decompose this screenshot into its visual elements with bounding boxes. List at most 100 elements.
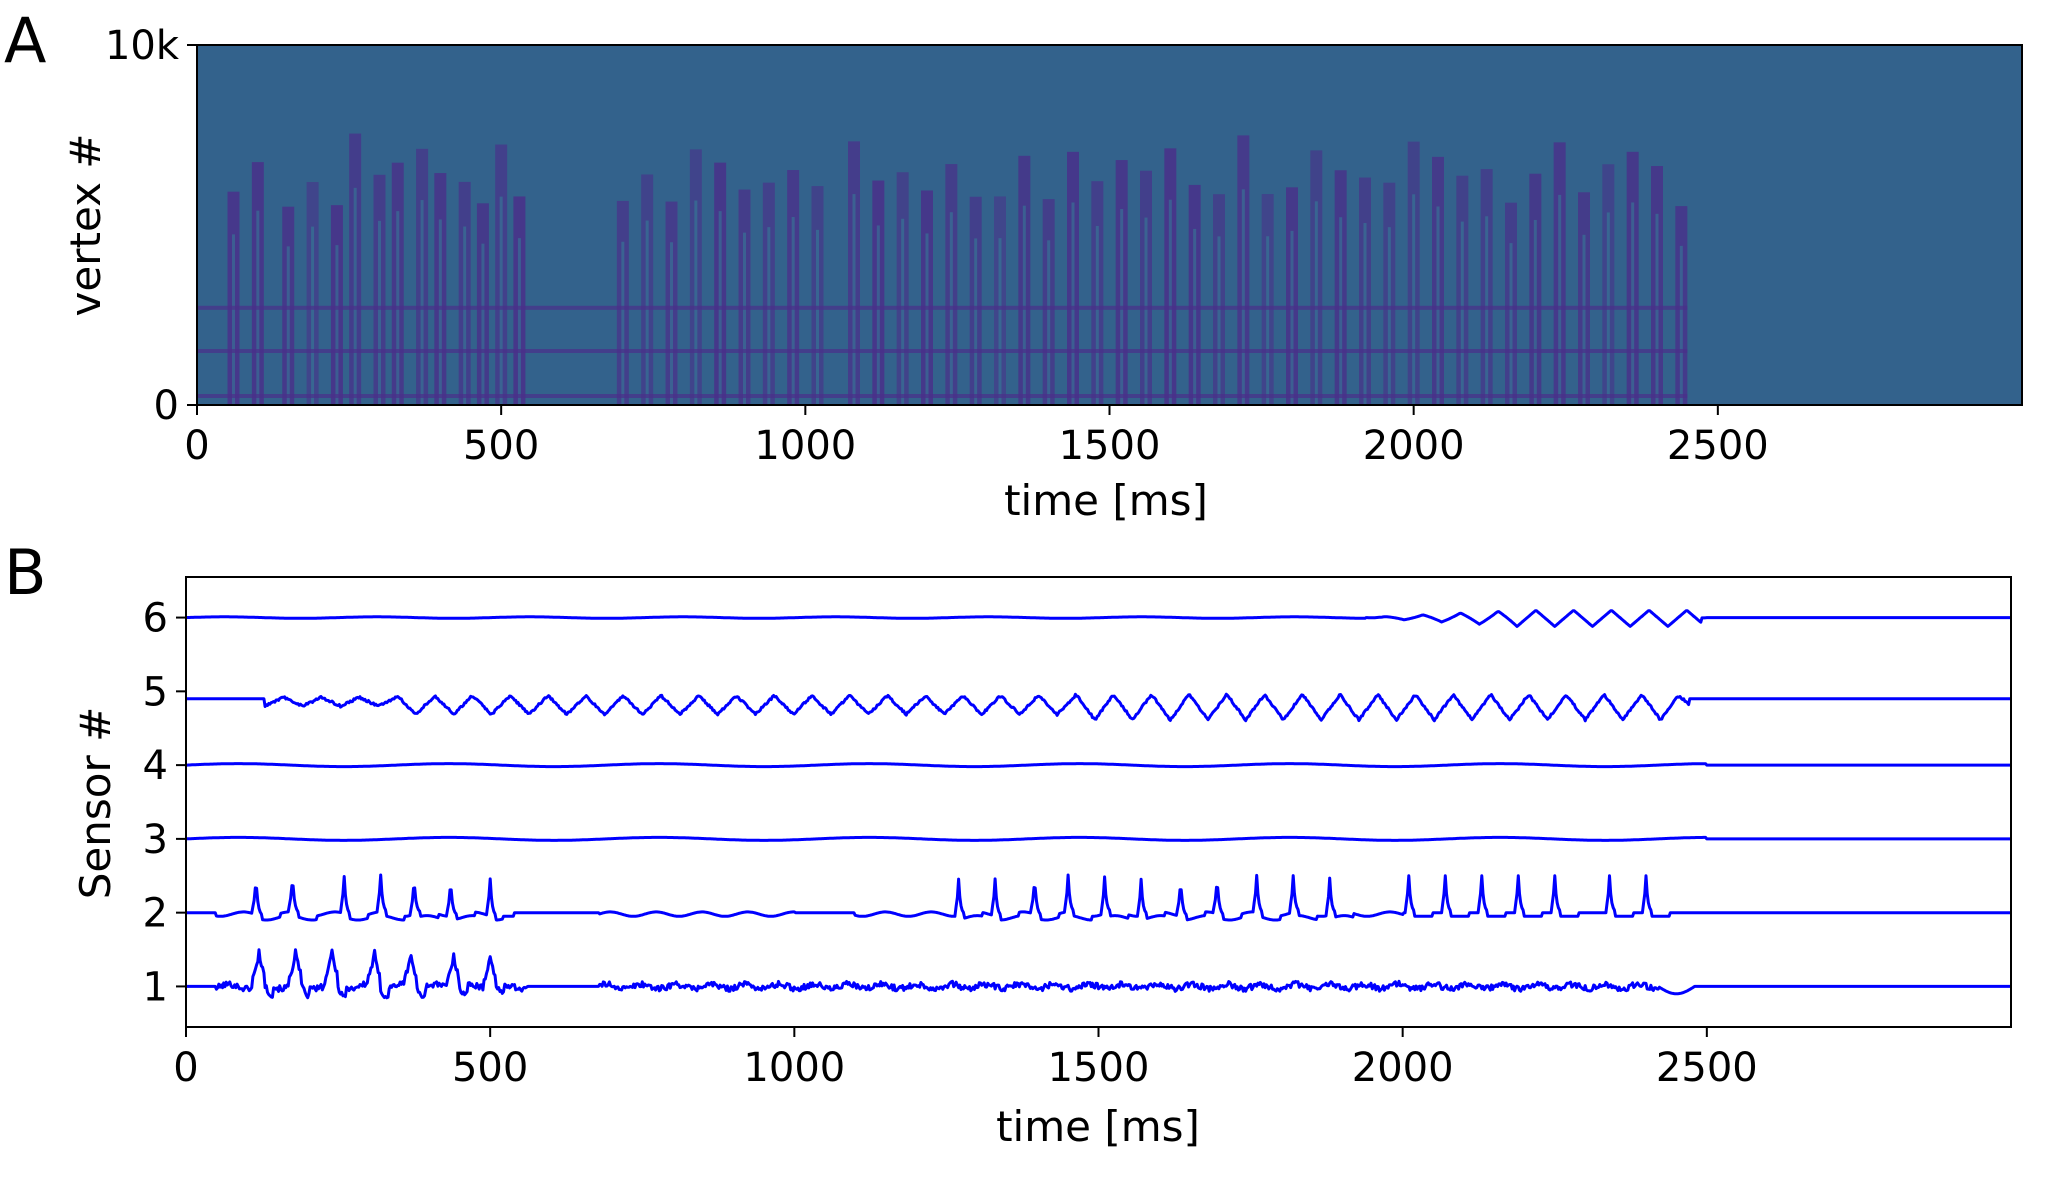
heatmap-burst xyxy=(1140,170,1152,405)
panel-b-sensors: 0 500 1000 1500 2000 2500 1 2 3 4 5 6 time [ms] Se… xyxy=(71,576,2012,1151)
heatmap-burst-highlight xyxy=(998,238,1002,405)
heatmap-x-tick-label: 2000 xyxy=(1363,423,1465,469)
heatmap-burst-highlight xyxy=(1290,230,1294,405)
heatmap-burst-highlight xyxy=(335,245,339,405)
heatmap-burst-highlight xyxy=(499,196,503,405)
heatmap-burst xyxy=(1359,177,1371,405)
heatmap-burst xyxy=(330,205,343,405)
heatmap-burst-highlight xyxy=(694,200,698,405)
heatmap-burst-highlight xyxy=(1047,240,1051,405)
sensor-frame xyxy=(185,576,2012,1028)
sensor-y-tick-label: 3 xyxy=(143,817,168,863)
sensor-trace-4 xyxy=(186,762,2011,769)
heatmap-burst-highlight xyxy=(286,246,290,405)
heatmap-x-tick-label: 1000 xyxy=(754,423,856,469)
heatmap-burst-highlight xyxy=(974,238,978,405)
heatmap-burst-highlight xyxy=(1631,202,1635,405)
heatmap-burst xyxy=(1310,150,1323,405)
sensor-trace-5 xyxy=(186,692,2011,723)
heatmap-burst xyxy=(349,133,362,405)
heatmap-burst xyxy=(495,144,508,405)
heatmap-burst xyxy=(689,149,702,405)
heatmap-burst-highlight xyxy=(1144,217,1148,405)
heatmap-burst xyxy=(1505,202,1517,405)
heatmap-burst-highlight xyxy=(517,238,521,405)
heatmap-burst xyxy=(1042,199,1055,405)
heatmap-activity xyxy=(197,133,1688,405)
sensor-trace-3 xyxy=(186,835,2011,842)
heatmap-burst-highlight xyxy=(925,233,929,405)
heatmap-burst xyxy=(1115,160,1128,405)
panel-letter-a: A xyxy=(4,4,46,77)
heatmap-y-ticks: 0 10k xyxy=(105,23,197,429)
heatmap-burst-highlight xyxy=(1679,245,1683,405)
sensor-traces xyxy=(186,609,2011,1000)
heatmap-burst-highlight xyxy=(791,217,795,405)
heatmap-band xyxy=(197,305,1688,310)
sensor-x-tick-label: 2500 xyxy=(1656,1045,1758,1091)
heatmap-burst-highlight xyxy=(1241,189,1245,405)
heatmap-burst-highlight xyxy=(1509,243,1513,405)
heatmap-burst-highlight xyxy=(1266,236,1270,405)
sensor-y-tick-label: 4 xyxy=(143,743,168,789)
heatmap-x-ticks: 0 500 1000 1500 2000 2500 xyxy=(184,405,1769,469)
heatmap-burst xyxy=(1553,142,1566,405)
heatmap-burst xyxy=(945,164,958,405)
heatmap-burst-highlight xyxy=(1022,205,1026,405)
heatmap-burst xyxy=(373,174,386,405)
heatmap-burst xyxy=(1651,166,1663,405)
heatmap-burst-highlight xyxy=(1460,221,1464,405)
heatmap-burst-highlight xyxy=(1339,217,1343,405)
heatmap-burst xyxy=(1602,164,1615,405)
heatmap-burst-highlight xyxy=(1363,223,1367,405)
heatmap-burst xyxy=(1480,169,1493,405)
heatmap-burst-highlight xyxy=(816,229,819,405)
heatmap-burst-highlight xyxy=(852,194,856,405)
heatmap-burst xyxy=(616,200,629,405)
heatmap-x-label: time [ms] xyxy=(1004,476,1208,525)
heatmap-burst-highlight xyxy=(378,220,381,405)
heatmap-burst-highlight xyxy=(463,226,467,405)
heatmap-y-tick-label: 0 xyxy=(154,383,179,429)
heatmap-burst-highlight xyxy=(1558,194,1562,405)
heatmap-y-label: vertex # xyxy=(61,134,110,317)
heatmap-x-tick-label: 2500 xyxy=(1667,423,1769,469)
heatmap-burst xyxy=(1334,170,1347,405)
heatmap-burst xyxy=(1626,151,1639,405)
sensor-y-tick-label: 2 xyxy=(143,891,168,937)
heatmap-burst-highlight xyxy=(621,241,625,405)
heatmap-burst-highlight xyxy=(420,200,424,405)
sensor-x-tick-label: 2000 xyxy=(1352,1045,1454,1091)
heatmap-burst xyxy=(1675,206,1688,405)
heatmap-burst-highlight xyxy=(1412,194,1416,405)
heatmap-burst-highlight xyxy=(353,187,357,405)
sensor-y-ticks: 1 2 3 4 5 6 xyxy=(143,596,186,1010)
heatmap-burst-highlight xyxy=(876,225,880,405)
heatmap-burst xyxy=(896,172,909,405)
heatmap-burst xyxy=(476,203,489,405)
sensor-x-ticks: 0 500 1000 1500 2000 2500 xyxy=(173,1027,1758,1091)
heatmap-burst xyxy=(1237,135,1250,405)
heatmap-burst xyxy=(1018,155,1031,405)
heatmap-burst-highlight xyxy=(1533,219,1537,405)
heatmap-burst-highlight xyxy=(1436,206,1440,405)
heatmap-burst-highlight xyxy=(311,226,315,405)
heatmap-burst-highlight xyxy=(438,219,442,405)
heatmap-burst xyxy=(1529,173,1542,405)
sensor-y-tick-label: 6 xyxy=(143,596,168,642)
sensor-x-tick-label: 0 xyxy=(173,1045,198,1091)
heatmap-band xyxy=(197,394,1688,398)
sensor-y-tick-label: 1 xyxy=(143,964,168,1010)
heatmap-burst xyxy=(1432,156,1444,405)
sensor-trace-1 xyxy=(186,948,2011,1000)
heatmap-burst xyxy=(1407,141,1420,405)
sensor-y-label: Sensor # xyxy=(71,707,120,900)
heatmap-burst-highlight xyxy=(767,227,771,405)
heatmap-burst xyxy=(665,201,678,405)
heatmap-burst xyxy=(787,170,800,405)
sensor-x-tick-label: 500 xyxy=(452,1045,528,1091)
heatmap-burst xyxy=(251,162,264,405)
heatmap-burst-highlight xyxy=(1168,199,1172,405)
heatmap-burst-highlight xyxy=(232,234,235,405)
